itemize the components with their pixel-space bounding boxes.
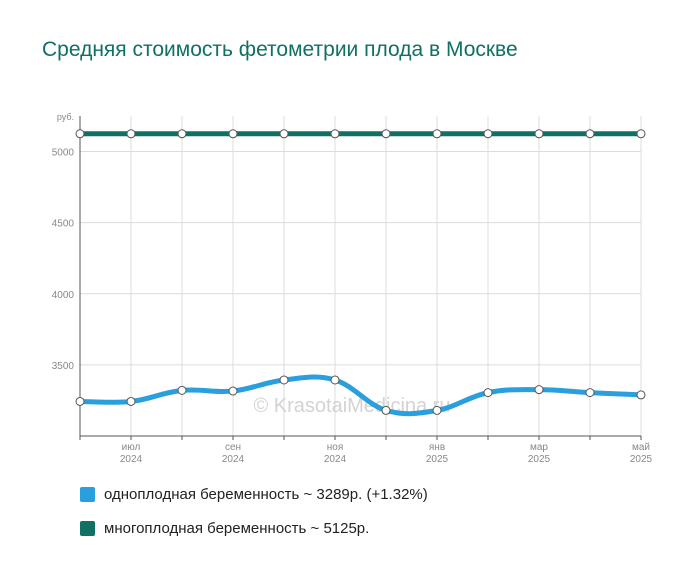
data-point-multiple: [636, 129, 646, 139]
data-point-singleton: [228, 386, 238, 396]
data-point-multiple: [483, 129, 493, 139]
data-point-singleton: [279, 375, 289, 385]
data-point-multiple: [279, 129, 289, 139]
data-point-multiple: [75, 129, 85, 139]
legend: однoплодная беременность ~ 3289р. (+1.32…: [80, 484, 428, 552]
x-tick-label-month: мар: [530, 442, 548, 453]
x-tick-label-year: 2024: [120, 454, 143, 465]
data-point-multiple: [177, 129, 187, 139]
legend-swatch-multiple: [80, 520, 95, 536]
data-point-singleton: [483, 388, 493, 398]
data-point-multiple: [534, 129, 544, 139]
data-point-multiple: [330, 129, 340, 139]
x-tick-label-month: июл: [122, 442, 141, 453]
data-point-singleton: [432, 405, 442, 415]
data-point-singleton: [636, 390, 646, 400]
y-tick-label: 4000: [52, 290, 75, 301]
data-point-singleton: [177, 385, 187, 395]
data-point-singleton: [126, 396, 136, 406]
legend-item-multiple[interactable]: многоплодная беременность ~ 5125р.: [80, 518, 428, 538]
data-point-multiple: [585, 129, 595, 139]
data-point-multiple: [381, 129, 391, 139]
legend-label-singleton: однoплодная беременность ~ 3289р. (+1.32…: [104, 485, 428, 503]
legend-item-singleton[interactable]: однoплодная беременность ~ 3289р. (+1.32…: [80, 484, 428, 504]
legend-label-multiple: многоплодная беременность ~ 5125р.: [104, 519, 370, 537]
data-point-singleton: [330, 375, 340, 385]
y-tick-label: 4500: [52, 219, 75, 230]
x-tick-label-year: 2025: [630, 454, 653, 465]
data-point-singleton: [75, 396, 85, 406]
data-point-singleton: [381, 405, 391, 415]
x-tick-label-month: май: [632, 442, 650, 453]
x-tick-label-year: 2024: [324, 454, 347, 465]
x-tick-label-year: 2024: [222, 454, 245, 465]
data-point-singleton: [585, 388, 595, 398]
line-chart: 3500400045005000руб.июл2024сен2024ноя202…: [52, 112, 653, 465]
x-tick-label-year: 2025: [528, 454, 551, 465]
x-tick-label-month: ноя: [327, 442, 344, 453]
data-point-multiple: [432, 129, 442, 139]
y-unit-label: руб.: [57, 112, 74, 122]
legend-swatch-singleton: [80, 486, 95, 502]
x-tick-label-year: 2025: [426, 454, 449, 465]
data-point-multiple: [126, 129, 136, 139]
data-point-singleton: [534, 385, 544, 395]
y-tick-label: 3500: [52, 361, 75, 372]
data-point-multiple: [228, 129, 238, 139]
x-tick-label-month: янв: [429, 442, 445, 453]
x-tick-label-month: сен: [225, 442, 241, 453]
chart-title: Средняя стоимость фетометрии плода в Мос…: [42, 38, 518, 61]
y-tick-label: 5000: [52, 148, 75, 159]
